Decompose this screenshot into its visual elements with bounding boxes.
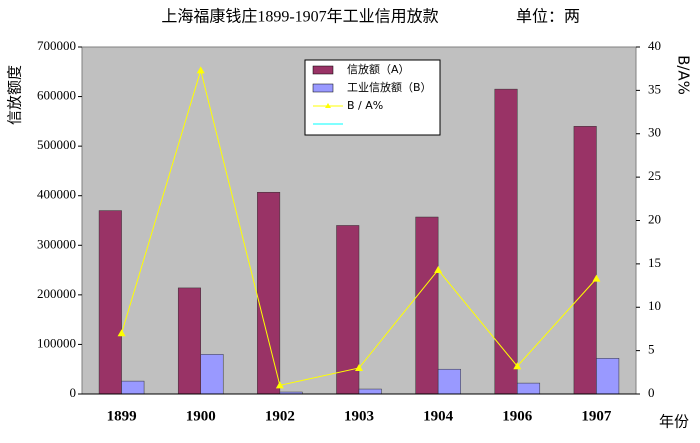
bar (415, 216, 439, 395)
x-tick-label: 1904 (423, 408, 454, 424)
marker (117, 329, 126, 337)
y2-axis-label: B/A% (675, 55, 693, 95)
legend-label: 信放额（A） (347, 62, 410, 76)
x-axis-label: 年份 (659, 413, 689, 430)
marker (434, 265, 443, 273)
bar (596, 358, 620, 395)
x-tick-label: 1906 (502, 408, 533, 424)
marker (592, 274, 601, 282)
bar (573, 126, 597, 395)
bar (517, 382, 541, 395)
bar (121, 380, 145, 395)
marker (275, 381, 284, 389)
y-tick-label: 0 (70, 385, 77, 400)
bar (257, 191, 281, 395)
x-tick-label: 1903 (344, 408, 374, 424)
bar (494, 88, 518, 395)
y-tick-label: 500000 (37, 137, 76, 152)
legend-marker (325, 103, 331, 108)
y-tick-label: 100000 (37, 335, 76, 350)
y-tick-label: 400000 (37, 187, 76, 202)
y2-tick-label: 35 (648, 81, 661, 96)
x-tick-label: 1899 (107, 408, 137, 424)
y2-tick-label: 0 (648, 385, 655, 400)
legend-swatch (312, 65, 334, 75)
marker (513, 362, 522, 370)
x-tick-label: 1907 (581, 408, 612, 424)
y2-tick-label: 10 (648, 298, 661, 313)
y2-tick-label: 20 (648, 211, 661, 226)
legend-label: 工业信放额（B） (347, 80, 432, 94)
bar (98, 210, 122, 395)
marker (196, 66, 205, 74)
y2-tick-label: 25 (648, 168, 661, 183)
y-axis-label: 信放额度 (6, 65, 23, 125)
y-tick-label: 300000 (37, 236, 76, 251)
legend-label: B / A% (347, 99, 383, 112)
x-tick-label: 1902 (265, 408, 295, 424)
marker (355, 363, 363, 371)
unit-note: 单位：两 (516, 8, 580, 26)
y2-tick-label: 40 (648, 38, 661, 53)
y2-tick-label: 30 (648, 125, 661, 140)
y-tick-label: 700000 (37, 38, 76, 53)
x-tick-label: 1900 (186, 408, 216, 424)
bar (358, 388, 382, 395)
y2-tick-label: 15 (648, 255, 661, 270)
y2-tick-label: 5 (648, 342, 655, 357)
chart-title: 上海福康钱庄1899-1907年工业信用放款 (161, 8, 438, 26)
legend-swatch (312, 83, 334, 93)
bar (177, 287, 201, 395)
y-tick-label: 600000 (37, 88, 76, 103)
bar (200, 354, 224, 395)
bar (437, 368, 461, 395)
y-tick-label: 200000 (37, 286, 76, 301)
